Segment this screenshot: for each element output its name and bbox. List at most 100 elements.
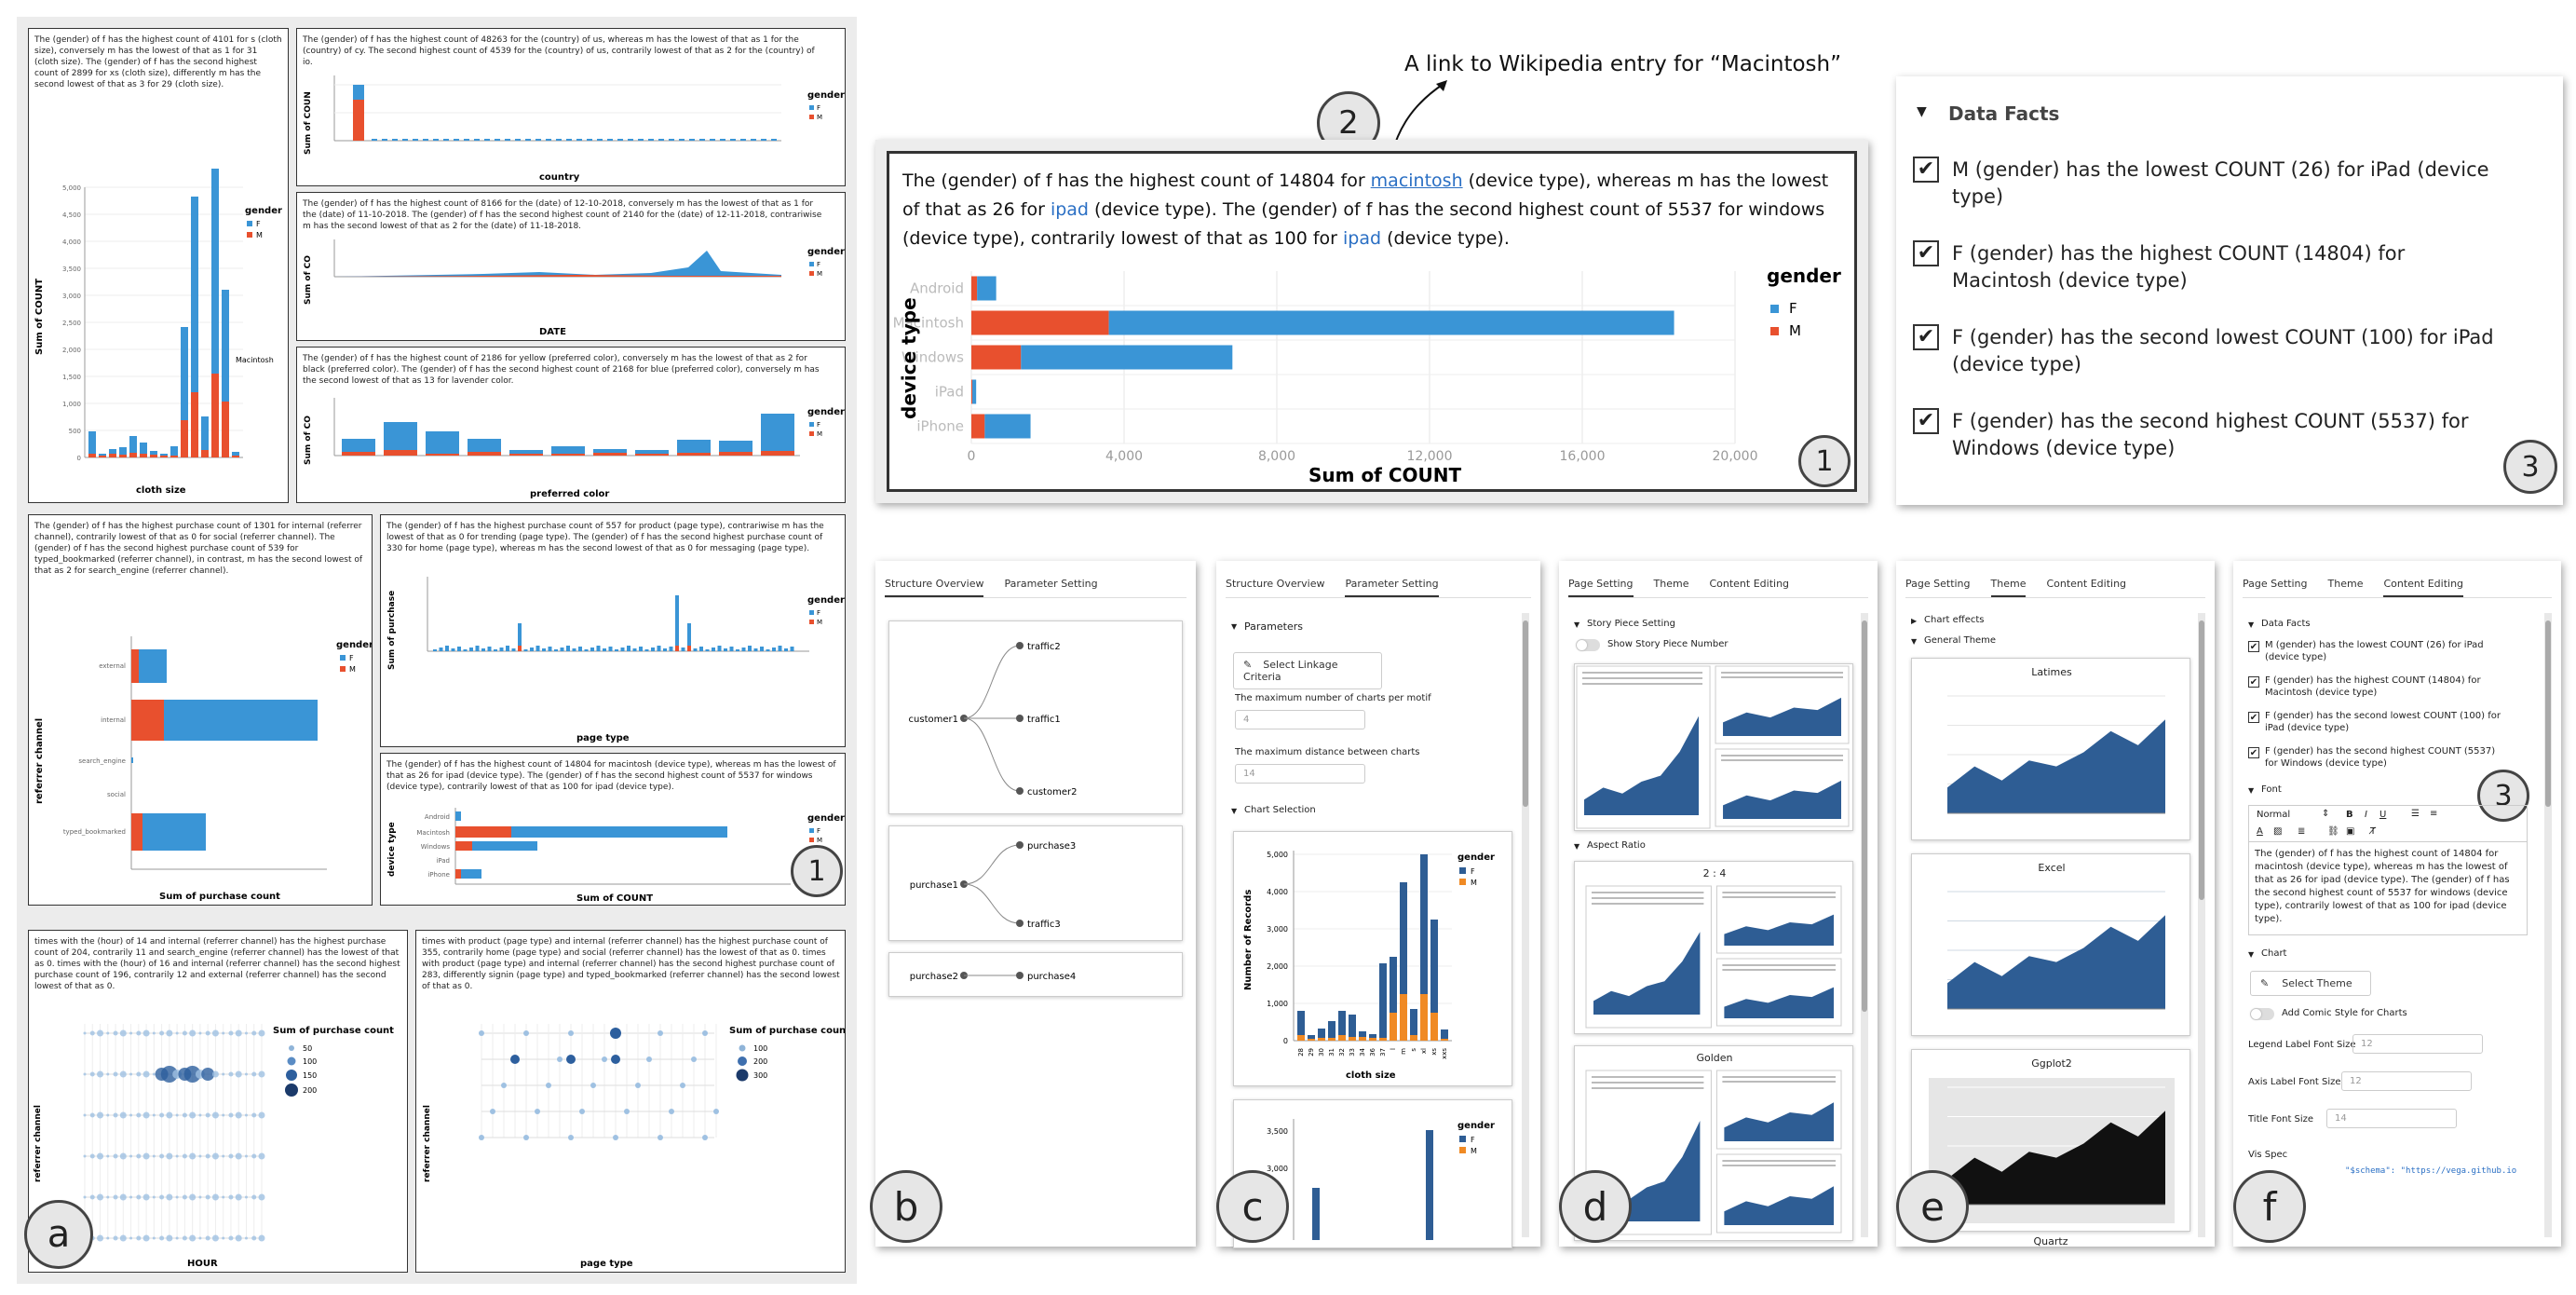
tab-page-setting[interactable]: Page Setting: [1905, 578, 1971, 590]
tab-content-editing[interactable]: Content Editing: [2383, 578, 2464, 597]
story-card-country[interactable]: The (gender) of f has the highest count …: [296, 28, 846, 186]
checkbox-checked-icon[interactable]: ✔: [1913, 240, 1939, 266]
tab-page-setting[interactable]: Page Setting: [2243, 578, 2308, 590]
font-color-icon[interactable]: A: [2257, 826, 2263, 837]
scrollbar[interactable]: [1522, 613, 1529, 1237]
scrollbar-thumb[interactable]: [1523, 620, 1528, 807]
motif-tree-3[interactable]: purchase2 purchase4: [888, 952, 1183, 997]
tab-parameter-setting[interactable]: Parameter Setting: [1004, 578, 1098, 590]
bullet-list-icon[interactable]: ≡: [2430, 809, 2438, 819]
bar-f: [679, 139, 685, 141]
tab-content-editing[interactable]: Content Editing: [2046, 578, 2127, 590]
story-piece-preview[interactable]: [1574, 663, 1853, 831]
clear-format-icon[interactable]: T̸: [2370, 826, 2377, 837]
checkbox-checked-icon[interactable]: ✔: [1913, 324, 1939, 350]
story-card-date[interactable]: The (gender) of f has the highest count …: [296, 192, 846, 341]
legend-font-input[interactable]: 12: [2352, 1034, 2483, 1054]
tab-structure-overview[interactable]: Structure Overview: [885, 578, 984, 597]
tab-theme[interactable]: Theme: [2327, 578, 2364, 590]
caret-down-icon[interactable]: ▼: [1231, 622, 1238, 631]
bold-icon[interactable]: B: [2346, 810, 2353, 820]
story-card-page-type[interactable]: The (gender) of f has the highest purcha…: [380, 514, 846, 747]
story-card-page-type-bubble[interactable]: times with product (page type) and inter…: [415, 930, 846, 1273]
checkbox-checked-icon[interactable]: ✔: [1913, 157, 1939, 183]
select-theme-button[interactable]: ✎ Select Theme: [2250, 971, 2371, 996]
tab-theme[interactable]: Theme: [1990, 578, 2027, 597]
link-icon[interactable]: ⛓: [2327, 826, 2339, 837]
collapse-triangle-icon[interactable]: ▼: [1917, 104, 1927, 119]
max-charts-input[interactable]: 4: [1235, 710, 1365, 729]
tab-theme[interactable]: Theme: [1653, 578, 1689, 590]
rich-text-editor[interactable]: The (gender) of f has the highest count …: [2248, 842, 2528, 935]
scrollbar[interactable]: [2544, 613, 2552, 1237]
underline-icon[interactable]: U: [2379, 810, 2387, 820]
caret-down-icon[interactable]: ▼: [2248, 950, 2255, 959]
select-arrows-icon[interactable]: ⇕: [2322, 809, 2330, 819]
card-description: The (gender) of f has the highest count …: [303, 199, 822, 231]
bubble: [258, 1029, 265, 1037]
scrollbar[interactable]: [1861, 613, 1868, 1237]
checkbox-checked-icon[interactable]: ✔: [2248, 712, 2259, 723]
title-font-input[interactable]: 14: [2326, 1109, 2457, 1128]
tab-parameter-setting[interactable]: Parameter Setting: [1345, 578, 1439, 597]
bar-m: [971, 310, 1109, 335]
link-ipad[interactable]: ipad: [1050, 199, 1089, 220]
chart-candidate-1[interactable]: 5,000 4,000 3,000 2,000 1,000 0 28 29 30 31 32 33 3…: [1233, 831, 1512, 1086]
story-card-device-type[interactable]: The (gender) of f has the highest count …: [380, 753, 846, 906]
comic-style-toggle[interactable]: [2250, 1008, 2274, 1020]
highlight-icon[interactable]: ▨: [2273, 826, 2283, 837]
story-card-hour[interactable]: times with the (hour) of 14 and internal…: [28, 930, 408, 1273]
linkage-criteria-button[interactable]: ✎ Select Linkage Criteria: [1233, 652, 1382, 689]
align-icon[interactable]: ≣: [2298, 826, 2306, 837]
font-style-select[interactable]: Normal: [2257, 810, 2291, 820]
checkbox-checked-icon[interactable]: ✔: [2248, 676, 2259, 688]
checkbox-checked-icon[interactable]: ✔: [2248, 641, 2259, 652]
checkbox-checked-icon[interactable]: ✔: [1913, 408, 1939, 434]
ratio-label: 2 : 4: [1702, 867, 1727, 879]
scrollbar-thumb[interactable]: [2199, 620, 2204, 900]
tab-page-setting[interactable]: Page Setting: [1568, 578, 1634, 597]
bar-f: [615, 649, 618, 651]
scrollbar-thumb[interactable]: [2545, 620, 2551, 807]
scrollbar[interactable]: [2198, 613, 2205, 1237]
theme-excel[interactable]: Excel: [1911, 853, 2190, 1036]
story-card-cloth-size[interactable]: The (gender) of f has the highest count …: [28, 28, 289, 503]
bubble: [702, 1135, 708, 1140]
bubble: [244, 1031, 248, 1035]
italic-icon[interactable]: I: [2365, 810, 2367, 820]
caret-right-icon[interactable]: ▶: [1911, 617, 1918, 625]
bubble: [152, 1031, 156, 1035]
caret-down-icon[interactable]: ▼: [2248, 620, 2255, 629]
vis-spec-editor[interactable]: "$schema": "https://vega.github.io: [2345, 1166, 2517, 1176]
caret-down-icon[interactable]: ▼: [1911, 637, 1918, 646]
ordered-list-icon[interactable]: ☰: [2411, 809, 2420, 819]
caret-down-icon[interactable]: ▼: [1574, 620, 1580, 629]
story-card-preferred-color[interactable]: The (gender) of f has the highest count …: [296, 347, 846, 503]
axis-font-input[interactable]: 12: [2341, 1071, 2472, 1091]
panel-a: The (gender) of f has the highest count …: [17, 17, 857, 1284]
show-number-toggle[interactable]: [1576, 639, 1600, 651]
bubble: [205, 1194, 210, 1200]
motif-tree-2[interactable]: purchase1 purchase3 traffic3: [888, 825, 1183, 941]
caret-down-icon[interactable]: ▼: [2248, 786, 2255, 795]
max-distance-input[interactable]: 14: [1235, 764, 1365, 784]
motif-tree-1[interactable]: customer1 traffic2 traffic1 customer2: [888, 620, 1183, 814]
theme-latimes[interactable]: Latimes: [1911, 658, 2190, 840]
legend-f: F: [1789, 300, 1797, 317]
story-card-referrer[interactable]: The (gender) of f has the highest purcha…: [28, 514, 373, 906]
image-icon[interactable]: ▣: [2346, 826, 2355, 837]
caret-down-icon[interactable]: ▼: [1574, 842, 1580, 851]
link-macintosh[interactable]: macintosh: [1370, 170, 1463, 191]
bar-f: [1108, 310, 1674, 335]
scrollbar-thumb[interactable]: [1862, 620, 1867, 1012]
x-tick-label: 0: [968, 449, 976, 464]
callout-device-card[interactable]: The (gender) of f has the highest count …: [875, 140, 1868, 503]
caret-down-icon[interactable]: ▼: [1231, 807, 1238, 815]
ratio-option-2-4[interactable]: 2 : 4: [1574, 861, 1853, 1034]
tab-content-editing[interactable]: Content Editing: [1709, 578, 1790, 590]
checkbox-checked-icon[interactable]: ✔: [2248, 747, 2259, 758]
cat-android: Android: [425, 813, 450, 821]
bar-f: [494, 649, 497, 651]
tab-structure-overview[interactable]: Structure Overview: [1226, 578, 1325, 590]
link-ipad-2[interactable]: ipad: [1343, 228, 1382, 249]
